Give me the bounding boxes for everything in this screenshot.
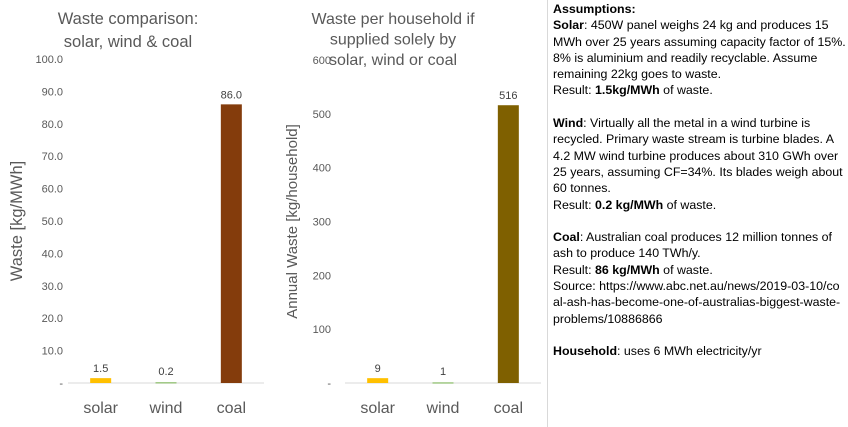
bar-wind — [155, 382, 177, 384]
y-tick-label: 60.0 — [42, 184, 63, 196]
bar-coal — [497, 105, 519, 383]
waste-comparison-chart: Waste comparison: solar, wind & coal Waste… — [8, 10, 264, 417]
wind-result-prefix: Result: — [553, 197, 596, 212]
coal-result-prefix: Result: — [553, 262, 596, 277]
y-tick-label: 70.0 — [42, 151, 63, 163]
coal-assumption: Coal: Australian coal produces 12 millio… — [553, 229, 846, 262]
coal-label: Coal — [553, 230, 580, 245]
y-tick-label: 100.0 — [35, 54, 63, 66]
coal-result-suffix: of waste. — [659, 262, 713, 277]
solar-assumption: Solar: 450W panel weighs 24 kg and produ… — [553, 17, 846, 82]
x-tick-label-wind: wind — [426, 400, 460, 417]
y-axis-label: Waste [kg/MWh] — [8, 161, 26, 281]
data-label-wind: 1 — [440, 366, 446, 378]
x-tick-label-coal: coal — [494, 400, 523, 417]
household-text: : uses 6 MWh electricity/yr — [617, 344, 762, 359]
solar-result: Result: 1.5kg/MWh of waste. — [553, 82, 846, 98]
data-label-coal: 516 — [499, 90, 517, 102]
bar-solar — [90, 378, 112, 383]
y-tick-label: 200 — [313, 270, 331, 282]
solar-text: : 450W panel weighs 24 kg and produces 1… — [553, 18, 846, 82]
source-link-text: Source: https://www.abc.net.au/news/2019… — [553, 279, 841, 326]
y-tick-label: 80.0 — [42, 119, 63, 131]
assumptions-heading: Assumptions: — [553, 2, 636, 16]
solar-label: Solar — [553, 18, 584, 33]
y-tick-label: 40.0 — [42, 248, 63, 260]
wind-text: : Virtually all the metal in a wind turb… — [553, 116, 843, 196]
y-tick-label: 50.0 — [42, 216, 63, 228]
solar-result-value: 1.5kg/MWh — [595, 83, 660, 98]
chart-title: solar, wind or coal — [329, 52, 457, 69]
y-tick-label: 400 — [313, 163, 331, 175]
bar-solar — [367, 378, 389, 383]
y-tick-label: 500 — [313, 109, 331, 121]
chart-title: Waste comparison: — [58, 10, 199, 28]
y-tick-label: 300 — [313, 217, 331, 229]
x-tick-label-solar: solar — [360, 400, 395, 417]
bar-wind — [432, 382, 454, 384]
wind-result-suffix: of waste. — [663, 197, 717, 212]
bar-coal — [220, 104, 242, 384]
household-label: Household — [553, 344, 618, 359]
y-tick-label: 600 — [313, 55, 331, 67]
wind-result: Result: 0.2 kg/MWh of waste. — [553, 197, 846, 213]
data-label-coal: 86.0 — [221, 89, 242, 101]
household-assumption: Household: uses 6 MWh electricity/yr — [553, 343, 846, 359]
solar-result-suffix: of waste. — [659, 83, 713, 98]
y-tick-label: - — [59, 378, 63, 390]
divider — [547, 0, 548, 427]
wind-label: Wind — [553, 116, 584, 131]
y-tick-label: 90.0 — [42, 86, 63, 98]
x-tick-label-coal: coal — [217, 400, 246, 417]
y-tick-label: 10.0 — [42, 346, 63, 358]
y-axis-label: Annual Waste [kg/household] — [284, 124, 301, 319]
x-tick-label-solar: solar — [83, 400, 118, 417]
coal-result: Result: 86 kg/MWh of waste. — [553, 262, 846, 278]
coal-text: : Australian coal produces 12 million to… — [553, 230, 832, 261]
chart-title: solar, wind & coal — [64, 33, 192, 51]
data-label-wind: 0.2 — [158, 366, 173, 378]
y-tick-label: 30.0 — [42, 281, 63, 293]
chart-title: supplied solely by — [330, 32, 456, 49]
data-label-solar: 1.5 — [93, 363, 108, 375]
y-tick-label: 20.0 — [42, 313, 63, 325]
household-waste-chart: Waste per household if supplied solely by… — [284, 11, 541, 417]
x-tick-label-wind: wind — [149, 400, 183, 417]
y-tick-label: 100 — [313, 324, 331, 336]
wind-assumption: Wind: Virtually all the metal in a wind … — [553, 115, 846, 196]
assumptions-panel: Assumptions: Solar: 450W panel weighs 24… — [553, 1, 846, 360]
solar-result-prefix: Result: — [553, 83, 596, 98]
data-label-solar: 9 — [375, 363, 381, 375]
y-tick-label: - — [327, 378, 331, 390]
coal-result-value: 86 kg/MWh — [595, 262, 660, 277]
chart-title: Waste per household if — [311, 11, 475, 28]
wind-result-value: 0.2 kg/MWh — [595, 197, 664, 212]
